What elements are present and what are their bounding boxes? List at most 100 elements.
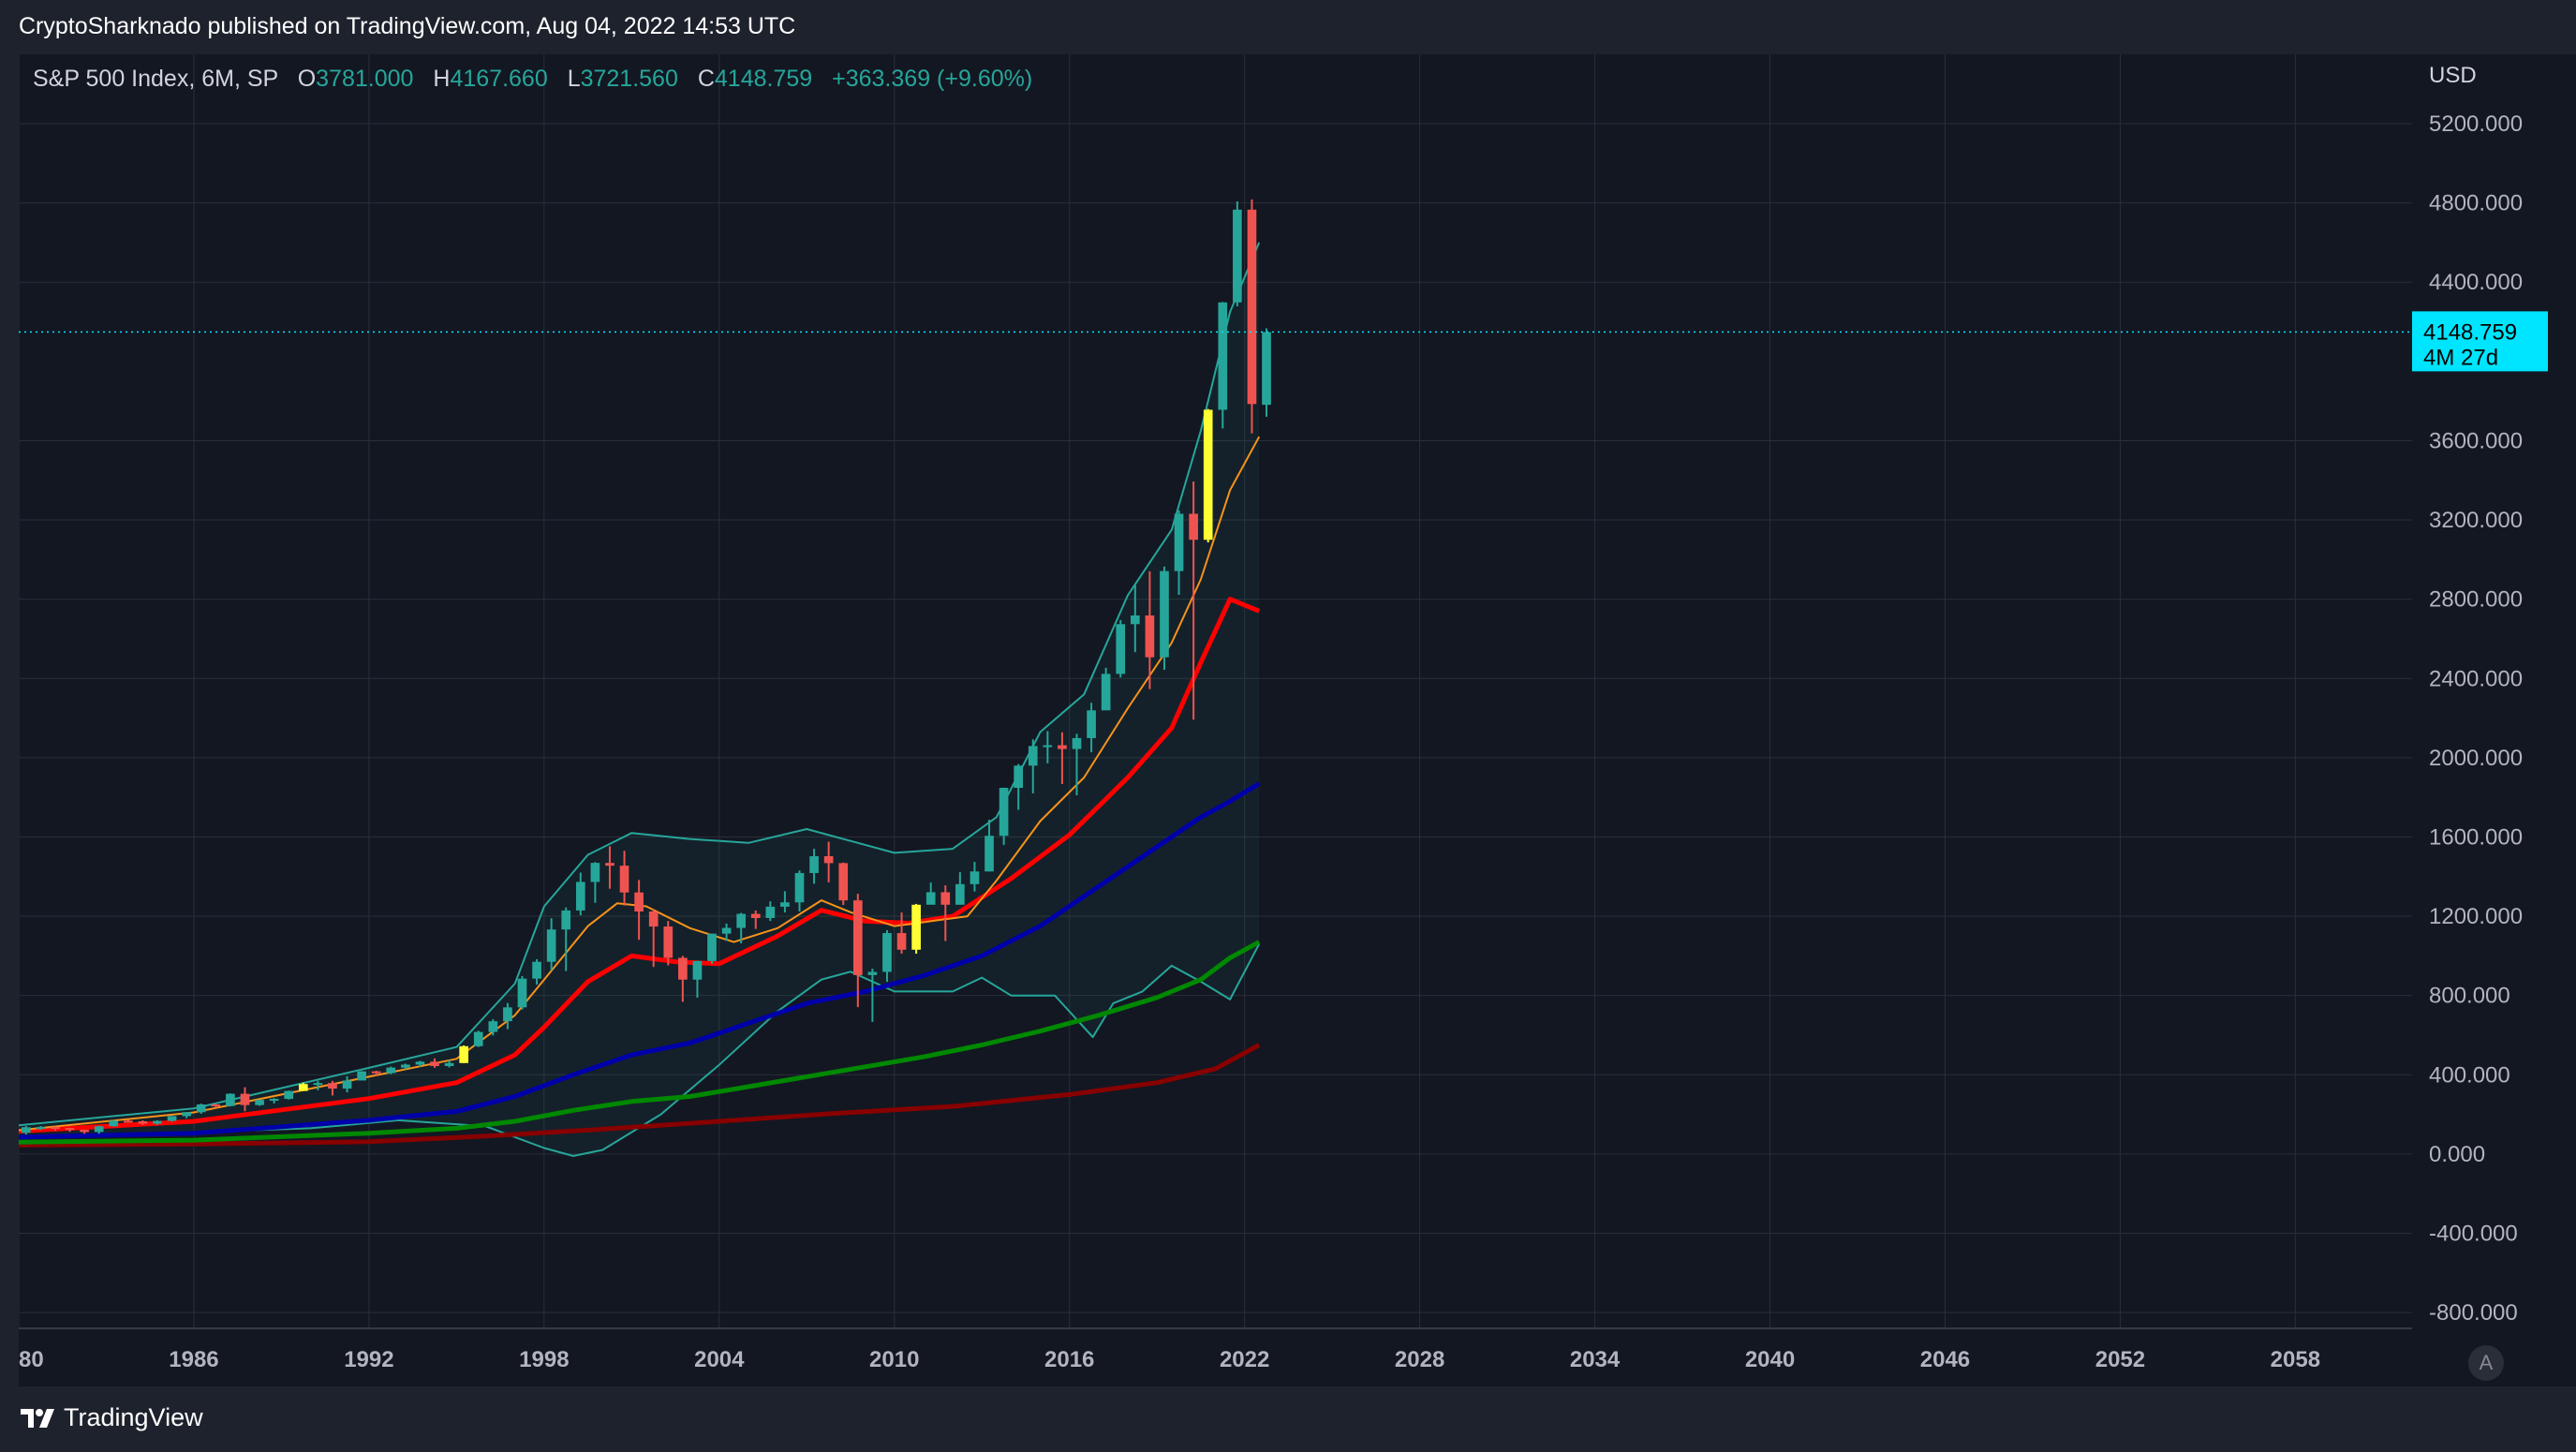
- candle: [284, 1090, 294, 1100]
- currency-label: USD: [2429, 63, 2477, 88]
- candle: [255, 1099, 264, 1106]
- candle-body: [925, 892, 936, 905]
- candle: [852, 894, 863, 1008]
- y-tick-label: 2000.000: [2429, 746, 2523, 771]
- candle-body: [153, 1120, 162, 1124]
- x-tick-label: 2046: [1920, 1347, 1970, 1372]
- candle: [605, 846, 614, 889]
- candle-body: [328, 1083, 337, 1089]
- candle-body: [240, 1093, 250, 1105]
- price-chart[interactable]: 80 1986 1992 1998 2004 2010 2016 2022 2028 2034 20…: [18, 54, 2412, 1386]
- legend-high: 4167.660: [450, 66, 548, 92]
- legend-low-label: L: [567, 66, 581, 92]
- candle: [36, 1126, 46, 1131]
- candle: [925, 882, 936, 905]
- candle: [838, 862, 849, 906]
- candle: [240, 1087, 250, 1112]
- candle: [794, 870, 805, 911]
- candle-body: [1203, 409, 1213, 541]
- tradingview-brand: TradingView: [64, 1403, 203, 1431]
- candle: [226, 1093, 235, 1107]
- candle: [532, 958, 541, 985]
- last-price-value: 4148.759: [2423, 319, 2517, 345]
- candle: [1101, 667, 1111, 711]
- candle-body: [867, 971, 878, 975]
- tradingview-logo[interactable]: TradingView: [19, 1403, 203, 1432]
- candle-body: [1160, 570, 1169, 658]
- candle: [153, 1119, 162, 1125]
- y-tick-label: 4400.000: [2429, 270, 2523, 295]
- candle-body: [940, 892, 951, 905]
- x-tick-label: 2034: [1570, 1347, 1621, 1372]
- y-tick-label: -400.000: [2429, 1221, 2518, 1246]
- candle: [473, 1030, 483, 1047]
- candle-body: [1043, 745, 1053, 748]
- candle-body: [1247, 209, 1257, 405]
- candle-body: [648, 911, 659, 927]
- candle: [736, 912, 747, 944]
- price-axis[interactable]: 5200.000 4800.000 4400.000 3600.000 3200.000…: [2412, 54, 2576, 1386]
- candle: [65, 1127, 75, 1133]
- candle-body: [780, 902, 790, 907]
- candle-body: [736, 913, 747, 928]
- candle-body: [852, 900, 863, 975]
- candle: [371, 1071, 381, 1076]
- candle-body: [444, 1062, 454, 1066]
- candle-body: [765, 906, 776, 918]
- candle: [1218, 302, 1228, 429]
- candle-body: [663, 926, 674, 958]
- candle: [342, 1075, 352, 1093]
- x-tick-label: 1986: [169, 1347, 218, 1372]
- x-tick-label: 2016: [1044, 1347, 1094, 1372]
- candle: [1160, 566, 1169, 670]
- candle-body: [794, 872, 805, 903]
- candle: [269, 1098, 279, 1104]
- candle-body: [459, 1045, 468, 1063]
- candle: [80, 1130, 89, 1134]
- candle: [663, 921, 674, 966]
- candle: [619, 851, 629, 906]
- candle-body: [605, 863, 614, 867]
- candle: [21, 1126, 31, 1135]
- candle: [1262, 328, 1271, 417]
- candle: [517, 975, 527, 1010]
- y-tick-label: -800.000: [2429, 1300, 2518, 1326]
- x-tick-label: 2004: [694, 1347, 745, 1372]
- candle-body: [1087, 710, 1096, 738]
- candle-body: [138, 1120, 148, 1124]
- candle: [1014, 763, 1024, 810]
- x-tick-label: 2028: [1395, 1347, 1444, 1372]
- price-axis-svg: 5200.000 4800.000 4400.000 3600.000 3200.000…: [2412, 63, 2548, 1326]
- x-tick-label: 2022: [1220, 1347, 1269, 1372]
- auto-scale-button[interactable]: A: [2468, 1345, 2504, 1381]
- candle-body: [182, 1112, 191, 1117]
- ema-short-line: [18, 436, 1261, 1132]
- candle: [1087, 703, 1096, 752]
- candle: [1072, 733, 1082, 796]
- candle: [1043, 731, 1053, 763]
- candle-body: [488, 1021, 498, 1032]
- bollinger-band-fill: [19, 242, 1260, 1156]
- candle-body: [985, 836, 994, 872]
- candle-body: [167, 1116, 177, 1121]
- candle: [1247, 199, 1257, 434]
- candle: [678, 956, 688, 1002]
- candle: [138, 1119, 148, 1125]
- candle-body: [94, 1126, 104, 1133]
- candle-body: [357, 1071, 366, 1081]
- candle-body: [51, 1127, 60, 1130]
- candle-body: [109, 1120, 119, 1127]
- candle: [298, 1082, 308, 1091]
- candle: [590, 862, 600, 903]
- candle: [882, 929, 892, 983]
- legend-low: 3721.560: [580, 66, 678, 92]
- candle: [999, 787, 1009, 845]
- chart-pane[interactable]: 80 1986 1992 1998 2004 2010 2016 2022 2028 2034 20…: [18, 54, 2412, 1386]
- candle: [459, 1045, 468, 1063]
- candle-body: [634, 892, 644, 911]
- candle: [1116, 619, 1126, 678]
- y-tick-label: 4800.000: [2429, 191, 2523, 216]
- candle: [985, 820, 994, 872]
- candle-body: [473, 1031, 483, 1046]
- candle: [867, 969, 878, 1022]
